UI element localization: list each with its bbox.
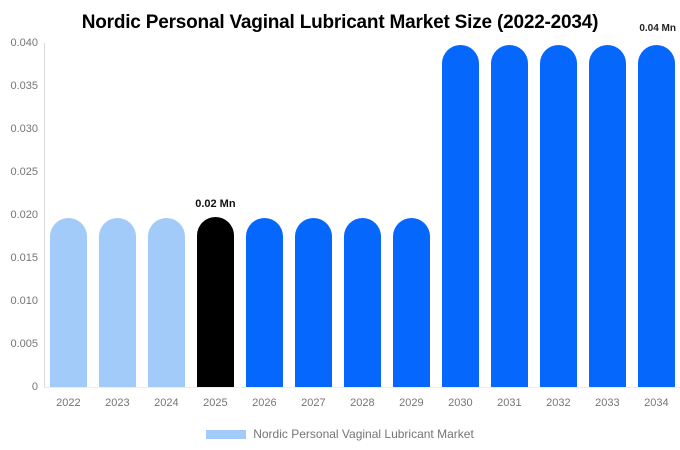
x-tick-label-2023: 2023 <box>105 397 130 409</box>
bar-2033[interactable] <box>588 45 626 387</box>
legend[interactable]: Nordic Personal Vaginal Lubricant Market <box>0 427 680 441</box>
bar-2029[interactable] <box>392 218 430 387</box>
x-tick-label-2030: 2030 <box>448 397 473 409</box>
y-axis-line <box>44 43 45 387</box>
y-tick-label: 0.015 <box>10 252 38 264</box>
x-tick-label-2024: 2024 <box>154 397 179 409</box>
x-tick-label-2025: 2025 <box>203 397 228 409</box>
bar-2028[interactable] <box>343 218 381 387</box>
bar-2031[interactable] <box>490 45 528 387</box>
chart-title: Nordic Personal Vaginal Lubricant Market… <box>81 12 599 33</box>
y-tick-label: 0.030 <box>10 123 38 135</box>
y-tick-label: 0.035 <box>10 80 38 92</box>
bar-2023[interactable] <box>98 218 136 387</box>
x-tick-label-2026: 2026 <box>252 397 277 409</box>
annotation-top-right: 0.04 Mn <box>639 23 676 34</box>
y-tick-label: 0 <box>31 381 38 393</box>
bar-2022[interactable] <box>49 218 87 387</box>
y-tick-label: 0.020 <box>10 209 38 221</box>
x-axis-line <box>44 387 680 388</box>
x-tick-label-2028: 2028 <box>350 397 375 409</box>
x-tick-label-2022: 2022 <box>56 397 81 409</box>
y-tick-label: 0.010 <box>10 295 38 307</box>
bar-2030[interactable] <box>441 45 479 387</box>
annotation-base-year-bar: 0.02 Mn <box>195 198 236 210</box>
bar-2024[interactable] <box>147 218 185 387</box>
legend-swatch <box>206 429 247 439</box>
bar-2034[interactable] <box>637 45 675 387</box>
x-tick-label-2034: 2034 <box>644 397 669 409</box>
x-tick-label-2027: 2027 <box>301 397 326 409</box>
y-tick-label: 0.040 <box>10 37 38 49</box>
y-tick-label: 0.005 <box>10 338 38 350</box>
x-tick-label-2032: 2032 <box>546 397 571 409</box>
bar-2032[interactable] <box>539 45 577 387</box>
x-tick-label-2031: 2031 <box>497 397 522 409</box>
bar-2025[interactable] <box>196 217 234 387</box>
y-tick-label: 0.025 <box>10 166 38 178</box>
bar-2027[interactable] <box>294 218 332 387</box>
x-tick-label-2029: 2029 <box>399 397 424 409</box>
legend-label: Nordic Personal Vaginal Lubricant Market <box>253 427 474 441</box>
bar-2026[interactable] <box>245 218 283 387</box>
x-tick-label-2033: 2033 <box>595 397 620 409</box>
